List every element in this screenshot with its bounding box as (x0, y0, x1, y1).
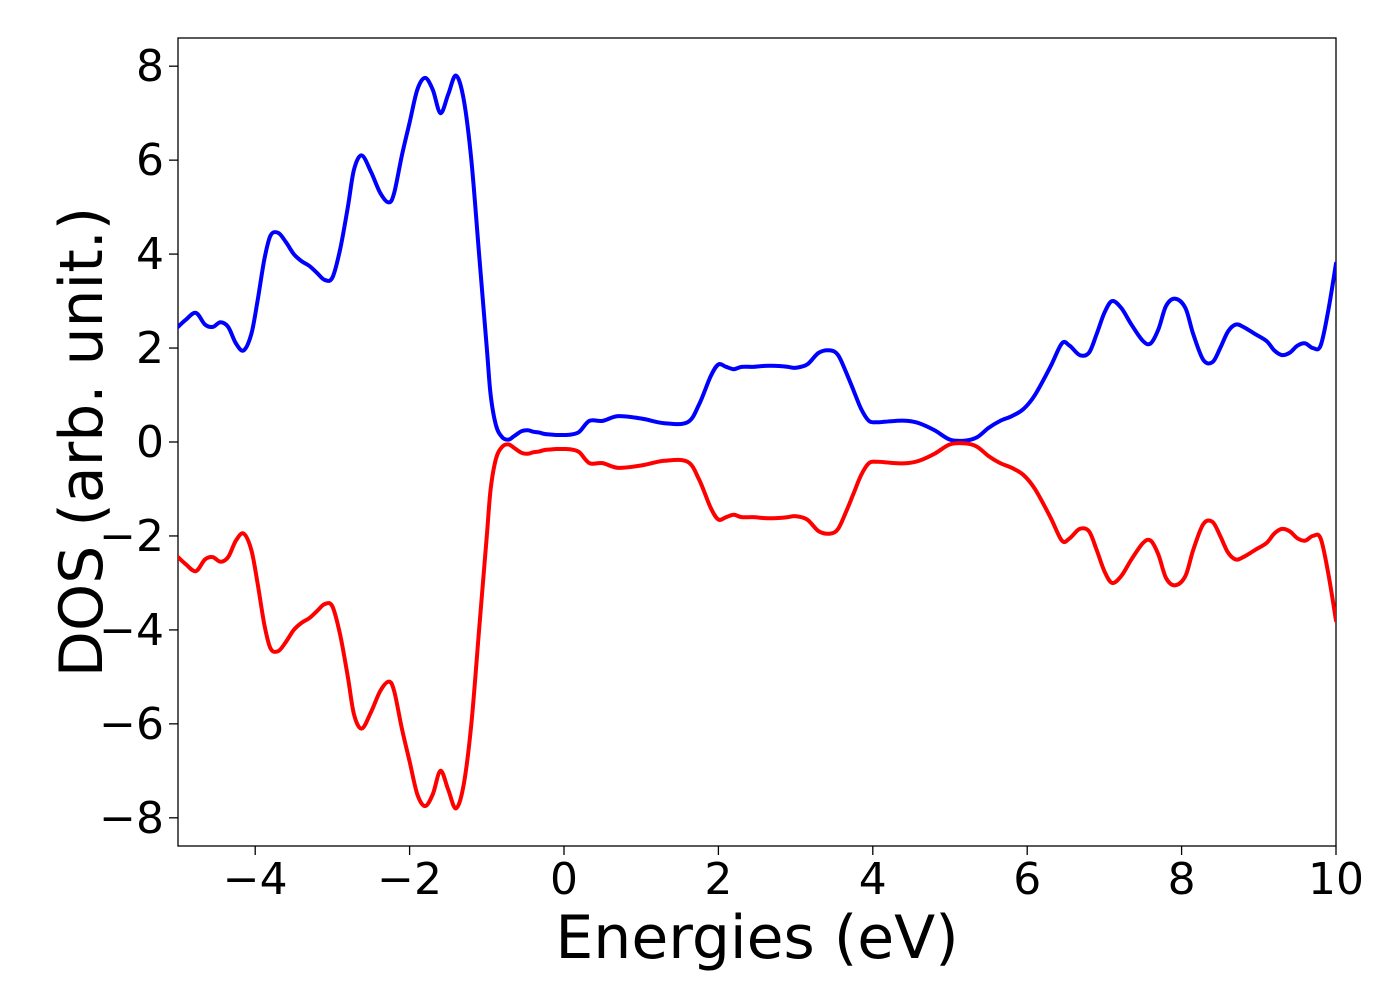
series-line-2 (178, 441, 1336, 811)
x-axis: −4 −2 0 2 4 6 8 10 (223, 846, 1364, 905)
y-tick-label: 6 (136, 135, 164, 186)
y-tick-label: 0 (136, 417, 164, 468)
x-tick-label: 2 (704, 854, 732, 905)
y-tick-label: 2 (136, 323, 164, 374)
y-tick-label: −6 (99, 699, 164, 750)
x-axis-title: Energies (eV) (555, 903, 958, 973)
y-tick-label: 4 (136, 229, 164, 280)
x-tick-label: −4 (223, 854, 288, 905)
y-tick-label: −8 (99, 793, 164, 844)
x-tick-label: 4 (859, 854, 887, 905)
y-tick-label: 8 (136, 41, 164, 92)
plot-frame (177, 37, 1337, 847)
plot-area (177, 37, 1337, 847)
x-tick-label: 8 (1168, 854, 1196, 905)
x-tick-label: 0 (550, 854, 578, 905)
y-tick-label: −4 (99, 605, 164, 656)
series-layer (178, 73, 1336, 811)
y-axis: −8 −6 −4 −2 0 2 4 6 8 (99, 41, 178, 844)
x-tick-label: 10 (1308, 854, 1364, 905)
series-line-1 (178, 73, 1336, 443)
x-tick-label: 6 (1013, 854, 1041, 905)
y-tick-label: −2 (99, 511, 164, 562)
x-tick-label: −2 (377, 854, 442, 905)
y-axis-title: DOS (arb. unit.) (47, 207, 117, 677)
